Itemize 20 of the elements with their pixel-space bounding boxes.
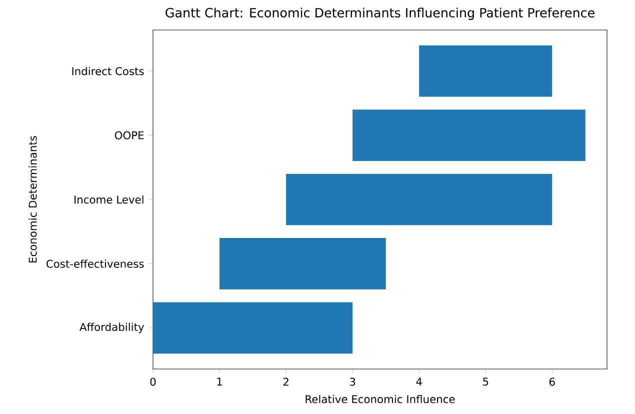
x-axis-title: Relative Economic Influence: [306, 394, 455, 404]
y-tick-label: Income Level: [74, 195, 144, 204]
x-tick-label: 4: [416, 378, 422, 386]
bar: [419, 45, 552, 97]
x-tick-label: 5: [483, 378, 488, 386]
y-axis-title: Economic Determinants: [28, 136, 37, 262]
bar: [286, 174, 552, 226]
x-tick-label: 6: [549, 378, 555, 386]
y-tick-label: Affordability: [80, 322, 144, 334]
bar: [352, 110, 586, 161]
bar: [153, 302, 353, 354]
y-tick-label: Cost-effectiveness: [46, 260, 144, 268]
x-tick-label: 3: [350, 378, 356, 386]
chart-title: Gantt Chart: Economic Determinants Influencing Patient Preference: [166, 8, 594, 20]
x-tick-label: 0: [150, 378, 156, 386]
x-tick-label: 2: [283, 378, 288, 386]
y-tick-label: Indirect Costs: [72, 66, 144, 76]
x-tick-label: 1: [217, 378, 222, 386]
bar: [220, 238, 386, 290]
y-tick-label: OOPE: [114, 131, 144, 140]
